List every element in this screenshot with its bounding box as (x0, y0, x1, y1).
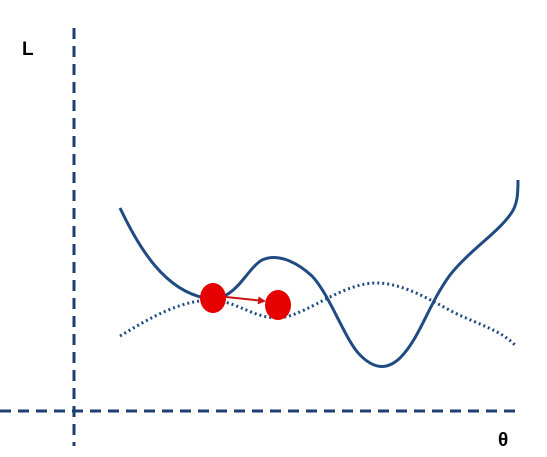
step-arrow (225, 296, 266, 305)
end-point-marker (265, 290, 291, 320)
solid-loss-curve (118, 179, 520, 368)
y-axis-label: L (22, 39, 34, 60)
start-point-marker (200, 283, 226, 313)
x-axis-label: θ (498, 430, 508, 451)
dotted-loss-curve (119, 281, 517, 347)
